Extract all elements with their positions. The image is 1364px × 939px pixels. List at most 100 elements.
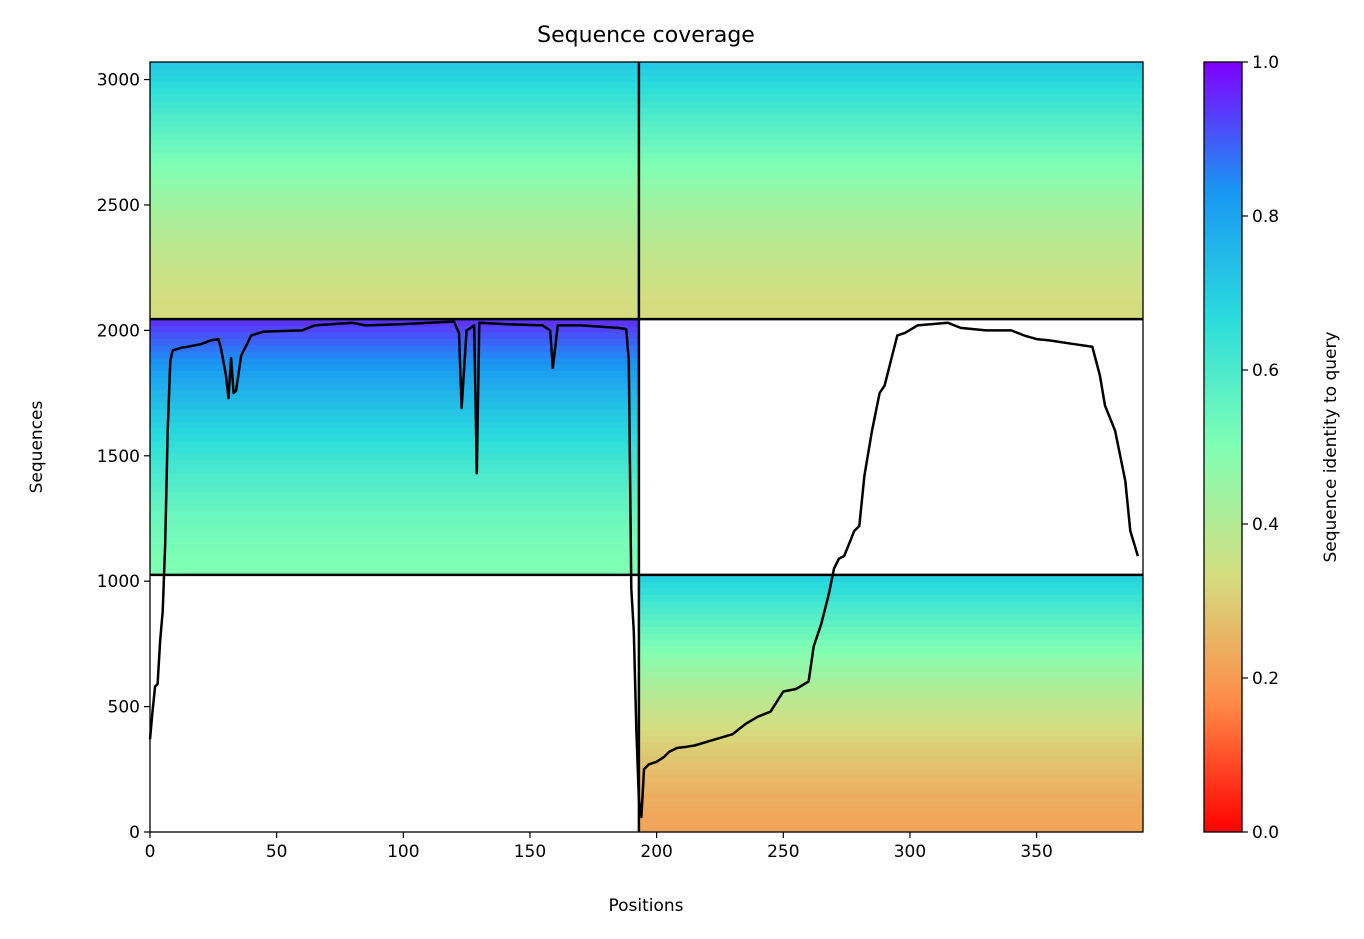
identity-band <box>150 568 639 576</box>
identity-band <box>150 306 639 314</box>
block-middle-left <box>150 319 639 576</box>
identity-band <box>150 177 639 185</box>
identity-band <box>150 274 639 282</box>
colorbar-ticks: 0.0 0.2 0.4 0.6 0.8 1.0 <box>1242 53 1279 843</box>
identity-band <box>150 472 639 480</box>
identity-band <box>150 331 639 339</box>
identity-band <box>638 600 1143 608</box>
identity-band <box>150 498 639 506</box>
x-tick-label: 300 <box>894 842 926 862</box>
identity-band <box>638 209 1143 217</box>
y-tick-label: 2000 <box>97 321 140 341</box>
colorbar-gradient <box>1203 61 1243 833</box>
identity-band <box>150 376 639 384</box>
identity-band <box>638 761 1143 769</box>
identity-band <box>150 389 639 397</box>
identity-band <box>638 81 1143 89</box>
identity-band <box>150 549 639 557</box>
identity-band <box>150 190 639 198</box>
identity-band <box>638 229 1143 237</box>
identity-band <box>150 241 639 249</box>
identity-band <box>638 684 1143 692</box>
identity-band <box>638 151 1143 160</box>
identity-band <box>638 171 1143 179</box>
identity-band <box>150 106 639 115</box>
identity-band <box>150 523 639 531</box>
y-tick-label: 1500 <box>97 447 140 467</box>
identity-band <box>638 113 1143 121</box>
identity-band <box>638 177 1143 185</box>
identity-band <box>638 280 1143 288</box>
identity-band <box>150 530 639 538</box>
identity-band <box>638 299 1143 307</box>
identity-band <box>150 74 639 82</box>
identity-band <box>638 574 1143 582</box>
identity-band <box>150 151 639 160</box>
identity-band <box>638 94 1143 102</box>
identity-band <box>150 132 639 140</box>
identity-band <box>150 453 639 461</box>
chart-title: Sequence coverage <box>537 23 755 48</box>
identity-band <box>150 338 639 346</box>
identity-band <box>150 126 639 134</box>
identity-band <box>638 190 1143 198</box>
identity-band <box>150 485 639 493</box>
x-tick-label: 150 <box>514 842 546 862</box>
identity-band <box>638 106 1143 115</box>
identity-band <box>150 87 639 95</box>
y-tick-label: 2500 <box>97 196 140 216</box>
identity-band <box>638 639 1143 647</box>
identity-band <box>638 222 1143 230</box>
identity-band <box>638 767 1143 775</box>
identity-band <box>150 363 639 371</box>
identity-band <box>638 658 1143 666</box>
identity-band <box>150 357 639 365</box>
block-top-right <box>638 62 1143 320</box>
colorbar-tick-label: 0.6 <box>1252 361 1279 381</box>
identity-band <box>150 510 639 518</box>
identity-band <box>638 248 1143 256</box>
plot-frame <box>149 61 1144 833</box>
identity-band <box>638 819 1143 827</box>
identity-band <box>150 184 639 192</box>
identity-band <box>150 542 639 550</box>
identity-band <box>638 825 1143 833</box>
identity-band <box>638 799 1143 807</box>
identity-band <box>638 793 1143 801</box>
identity-band <box>150 395 639 403</box>
identity-band <box>638 677 1143 685</box>
identity-band <box>150 459 639 467</box>
identity-band <box>150 203 639 211</box>
identity-band <box>150 421 639 429</box>
identity-band <box>150 229 639 237</box>
identity-band <box>638 164 1143 172</box>
y-tick-label: 3000 <box>97 71 140 91</box>
identity-band <box>638 748 1143 756</box>
colorbar-tick-label: 0.2 <box>1252 669 1279 689</box>
identity-band <box>150 94 639 102</box>
identity-band <box>638 729 1143 737</box>
identity-band <box>638 203 1143 211</box>
identity-band <box>150 440 639 448</box>
y-axis-label: Sequences <box>27 401 47 494</box>
identity-band <box>638 607 1143 615</box>
identity-band <box>150 555 639 563</box>
identity-band <box>638 787 1143 795</box>
plot-area <box>148 61 1144 833</box>
identity-band <box>638 742 1143 750</box>
identity-band <box>638 293 1143 301</box>
identity-band <box>638 158 1143 166</box>
identity-band <box>150 100 639 108</box>
identity-band <box>638 716 1143 724</box>
identity-band <box>638 703 1143 711</box>
identity-band <box>150 466 639 474</box>
identity-band <box>150 248 639 256</box>
identity-band <box>638 774 1143 782</box>
identity-band <box>150 158 639 166</box>
identity-band <box>638 286 1143 294</box>
block-dividers <box>150 62 1143 832</box>
x-axis-label: Positions <box>608 896 683 916</box>
identity-band <box>638 126 1143 134</box>
identity-band <box>638 145 1143 153</box>
identity-band <box>150 62 639 70</box>
